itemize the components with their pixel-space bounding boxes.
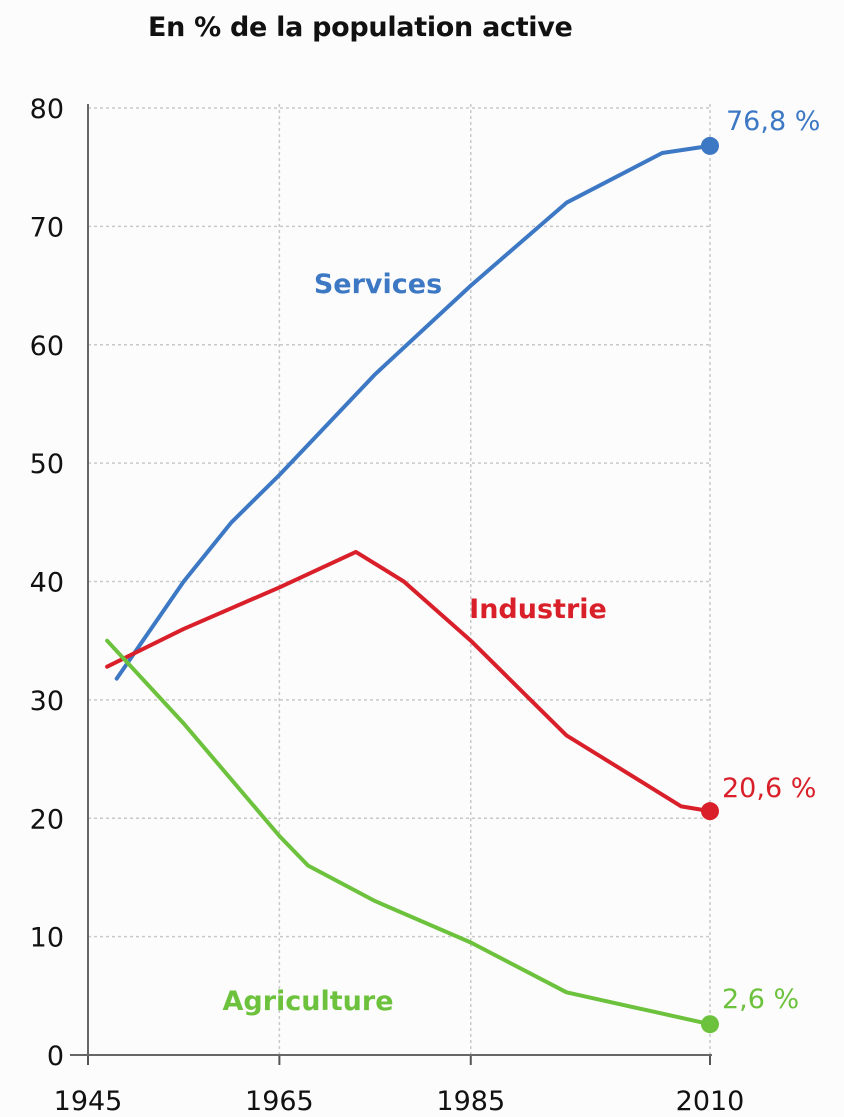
y-tick-label: 70 xyxy=(30,212,64,243)
series-line-industrie xyxy=(105,549,712,814)
y-tick-label: 50 xyxy=(30,449,64,480)
y-tick-label: 40 xyxy=(30,568,64,599)
y-tick-label: 0 xyxy=(47,1041,64,1072)
series-name-label: Industrie xyxy=(469,594,607,625)
series-name-label: Agriculture xyxy=(222,986,393,1017)
x-tick-label: 1985 xyxy=(436,1086,505,1117)
end-value-label: 20,6 % xyxy=(722,773,816,804)
x-tick-label: 1945 xyxy=(54,1086,123,1117)
x-tick-label: 1965 xyxy=(245,1086,314,1117)
x-tick-label: 2010 xyxy=(676,1086,745,1117)
y-tick-label: 10 xyxy=(30,923,64,954)
y-tick-label: 80 xyxy=(30,94,64,125)
series-line-services xyxy=(114,143,712,681)
y-tick-label: 60 xyxy=(30,331,64,362)
y-tick-label: 30 xyxy=(30,686,64,717)
end-point-marker xyxy=(701,136,719,155)
data-labels: Services 76,8 % Industrie 20,6 % Agriculture… xyxy=(222,106,820,1017)
series-line-agriculture xyxy=(105,638,712,1027)
end-value-label: 2,6 % xyxy=(722,984,799,1015)
end-point-marker xyxy=(701,802,719,821)
end-point-marker xyxy=(701,1015,719,1034)
axes: 0 10 20 30 40 50 60 70 80 1945 1965 1985 2010 xyxy=(30,94,745,1117)
y-tick-label: 20 xyxy=(30,804,64,835)
end-value-label: 76,8 % xyxy=(726,106,820,137)
series-name-label: Services xyxy=(314,269,442,300)
chart-title: En % de la population active xyxy=(148,12,573,43)
series-lines xyxy=(105,136,719,1034)
